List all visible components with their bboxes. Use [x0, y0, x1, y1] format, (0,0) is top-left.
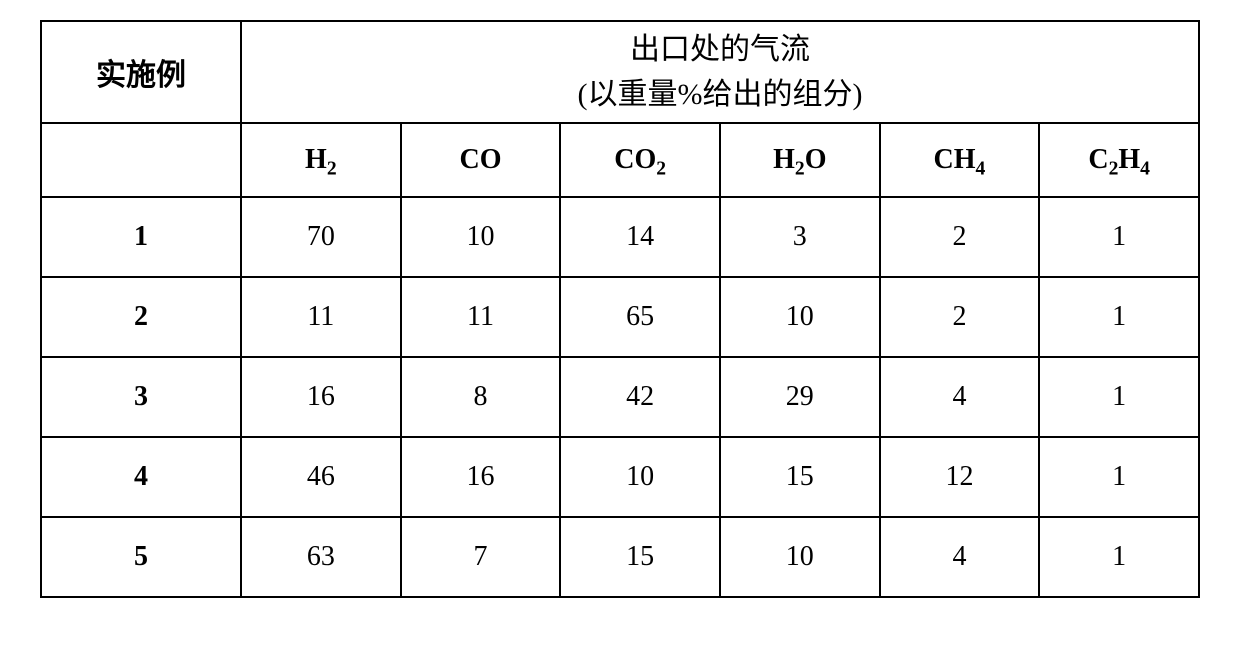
- cell-c2h4: 1: [1039, 517, 1199, 597]
- header-col-ch4: CH4: [880, 123, 1040, 197]
- cell-ch4: 12: [880, 437, 1040, 517]
- table-row: 1701014321: [41, 197, 1199, 277]
- header-example: 实施例: [41, 21, 241, 123]
- cell-co: 7: [401, 517, 561, 597]
- cell-h2: 63: [241, 517, 401, 597]
- cell-co: 10: [401, 197, 561, 277]
- cell-h2o: 29: [720, 357, 880, 437]
- cell-co2: 65: [560, 277, 720, 357]
- row-example: 2: [41, 277, 241, 357]
- cell-h2o: 3: [720, 197, 880, 277]
- cell-co2: 14: [560, 197, 720, 277]
- cell-co2: 15: [560, 517, 720, 597]
- table-row: 5637151041: [41, 517, 1199, 597]
- cell-h2: 70: [241, 197, 401, 277]
- cell-ch4: 4: [880, 357, 1040, 437]
- cell-co: 8: [401, 357, 561, 437]
- cell-c2h4: 1: [1039, 197, 1199, 277]
- row-example: 5: [41, 517, 241, 597]
- cell-h2: 46: [241, 437, 401, 517]
- table-row: 21111651021: [41, 277, 1199, 357]
- cell-h2: 11: [241, 277, 401, 357]
- table-row: 3168422941: [41, 357, 1199, 437]
- header-col-co2: CO2: [560, 123, 720, 197]
- cell-co: 11: [401, 277, 561, 357]
- table-row: 446161015121: [41, 437, 1199, 517]
- cell-c2h4: 1: [1039, 437, 1199, 517]
- cell-co2: 42: [560, 357, 720, 437]
- gas-composition-table: 实施例 出口处的气流 (以重量%给出的组分) H2COCO2H2OCH4C2H4…: [40, 20, 1200, 598]
- cell-co: 16: [401, 437, 561, 517]
- cell-h2: 16: [241, 357, 401, 437]
- header-col-h2: H2: [241, 123, 401, 197]
- header-group-line1: 出口处的气流: [242, 27, 1198, 72]
- row-example: 4: [41, 437, 241, 517]
- cell-ch4: 2: [880, 197, 1040, 277]
- header-col-h2o: H2O: [720, 123, 880, 197]
- header-group: 出口处的气流 (以重量%给出的组分): [241, 21, 1199, 123]
- header-group-line2: (以重量%给出的组分): [242, 72, 1198, 117]
- cell-c2h4: 1: [1039, 357, 1199, 437]
- cell-h2o: 10: [720, 517, 880, 597]
- cell-h2o: 15: [720, 437, 880, 517]
- header-col-c2h4: C2H4: [1039, 123, 1199, 197]
- row-example: 1: [41, 197, 241, 277]
- header-example-blank: [41, 123, 241, 197]
- cell-ch4: 4: [880, 517, 1040, 597]
- cell-h2o: 10: [720, 277, 880, 357]
- cell-co2: 10: [560, 437, 720, 517]
- cell-ch4: 2: [880, 277, 1040, 357]
- header-col-co: CO: [401, 123, 561, 197]
- row-example: 3: [41, 357, 241, 437]
- header-columns-row: H2COCO2H2OCH4C2H4: [41, 123, 1199, 197]
- cell-c2h4: 1: [1039, 277, 1199, 357]
